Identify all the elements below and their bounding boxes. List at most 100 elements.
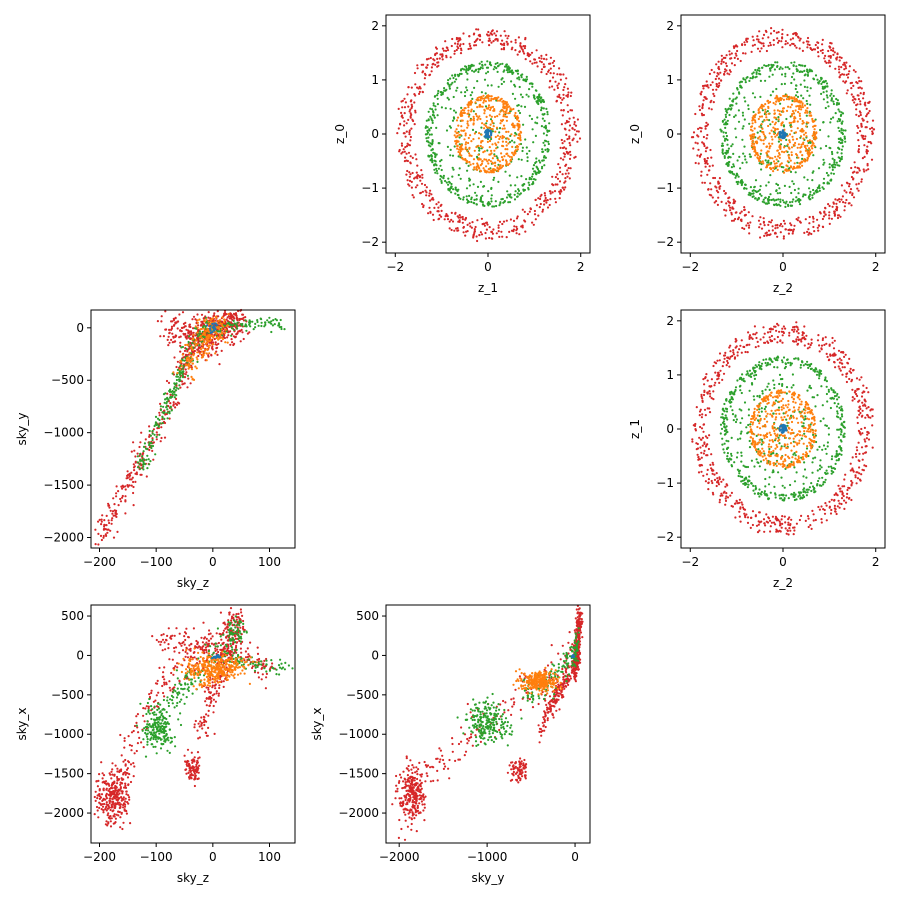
data-point: [134, 461, 137, 464]
data-point: [853, 101, 856, 104]
data-point: [408, 179, 412, 182]
data-point: [823, 211, 826, 214]
data-point: [843, 189, 846, 192]
data-point: [526, 52, 529, 55]
data-point: [793, 120, 796, 123]
data-point: [834, 208, 838, 211]
data-point: [812, 77, 815, 80]
data-point: [144, 463, 147, 466]
data-point: [483, 127, 486, 130]
data-point: [855, 108, 858, 111]
data-point: [180, 346, 183, 349]
data-point: [838, 160, 841, 163]
data-point: [792, 72, 795, 75]
data-point: [519, 42, 522, 45]
data-point: [180, 365, 183, 368]
data-point: [468, 222, 471, 225]
data-point: [808, 215, 811, 219]
data-point: [185, 364, 188, 367]
data-point: [790, 146, 794, 149]
data-point: [785, 98, 788, 101]
data-point: [758, 157, 761, 160]
data-point: [203, 320, 206, 323]
data-point: [519, 44, 522, 47]
data-point: [169, 406, 172, 409]
data-point: [457, 124, 460, 127]
data-point: [516, 53, 519, 56]
data-point: [454, 188, 457, 191]
data-point: [564, 147, 568, 150]
data-point: [833, 166, 836, 169]
data-point: [545, 58, 548, 61]
data-point: [713, 71, 716, 74]
data-point: [777, 118, 780, 121]
data-point: [188, 335, 191, 338]
data-point: [859, 130, 862, 133]
data-point: [817, 167, 821, 170]
data-point: [486, 134, 489, 137]
data-point: [753, 114, 756, 117]
data-point: [776, 65, 779, 68]
data-point: [758, 111, 761, 114]
data-point: [549, 56, 552, 59]
data-point: [836, 151, 839, 154]
data-point: [857, 86, 860, 89]
data-point: [718, 187, 721, 190]
data-point: [564, 122, 567, 125]
data-point: [421, 90, 424, 93]
data-point: [224, 331, 227, 334]
data-point: [562, 158, 565, 161]
data-point: [802, 41, 805, 44]
data-point: [488, 95, 491, 98]
data-point: [203, 331, 206, 335]
data-point: [470, 200, 473, 204]
data-point: [764, 108, 767, 111]
data-point: [411, 171, 414, 175]
data-point: [505, 40, 508, 43]
data-point: [418, 92, 421, 95]
data-point: [539, 161, 542, 164]
data-point: [801, 49, 804, 53]
data-point: [808, 147, 811, 150]
data-point: [708, 193, 711, 196]
data-point: [757, 117, 760, 121]
data-point: [692, 147, 695, 150]
data-point: [414, 153, 417, 156]
data-point: [729, 104, 732, 108]
data-point: [504, 115, 507, 118]
data-point: [523, 47, 526, 50]
data-point: [772, 166, 775, 169]
data-point: [482, 94, 485, 97]
data-point: [705, 80, 708, 83]
data-point: [456, 144, 459, 148]
data-point: [793, 96, 796, 99]
data-point: [187, 367, 190, 370]
data-point: [227, 321, 230, 324]
data-point: [502, 113, 505, 116]
data-point: [138, 445, 141, 449]
data-point: [867, 168, 870, 171]
data-point: [753, 127, 756, 130]
scatter-series: [483, 128, 493, 139]
data-point: [501, 77, 504, 80]
data-point: [556, 95, 559, 98]
data-point: [535, 61, 538, 64]
data-point: [842, 63, 845, 66]
data-point: [241, 313, 245, 316]
data-point: [132, 491, 135, 495]
data-point: [755, 190, 758, 194]
data-point: [535, 160, 538, 163]
data-point: [733, 46, 736, 49]
data-point: [414, 109, 417, 112]
data-point: [170, 338, 173, 341]
data-point: [517, 76, 520, 79]
data-point: [445, 129, 449, 132]
data-point: [244, 319, 247, 322]
data-point: [159, 440, 162, 443]
data-point: [109, 509, 112, 512]
data-point: [179, 376, 182, 379]
data-point: [479, 231, 482, 234]
data-point: [486, 170, 489, 173]
data-point: [437, 218, 440, 221]
data-point: [866, 113, 869, 116]
